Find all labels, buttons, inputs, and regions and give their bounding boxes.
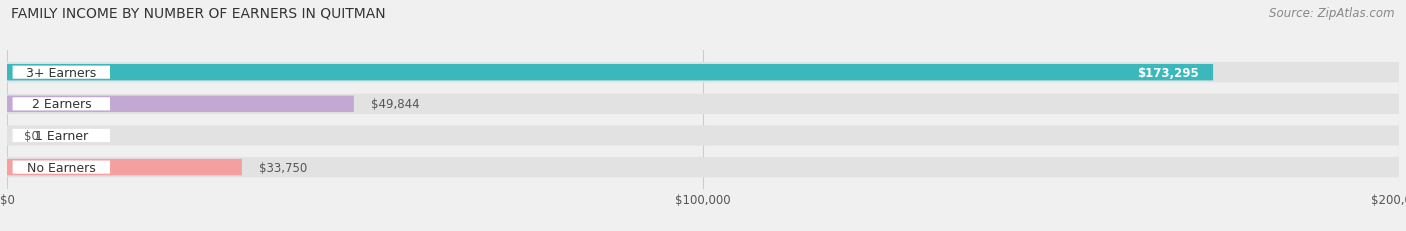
FancyBboxPatch shape: [13, 98, 110, 111]
FancyBboxPatch shape: [7, 159, 242, 176]
Text: FAMILY INCOME BY NUMBER OF EARNERS IN QUITMAN: FAMILY INCOME BY NUMBER OF EARNERS IN QU…: [11, 7, 385, 21]
Text: 2 Earners: 2 Earners: [31, 98, 91, 111]
Text: $0: $0: [24, 129, 39, 142]
Text: $173,295: $173,295: [1137, 66, 1199, 79]
FancyBboxPatch shape: [7, 94, 1399, 114]
FancyBboxPatch shape: [13, 161, 110, 174]
Text: 3+ Earners: 3+ Earners: [27, 66, 97, 79]
FancyBboxPatch shape: [7, 96, 354, 112]
FancyBboxPatch shape: [7, 157, 1399, 177]
Text: $49,844: $49,844: [371, 98, 420, 111]
FancyBboxPatch shape: [7, 65, 1213, 81]
FancyBboxPatch shape: [7, 63, 1399, 83]
FancyBboxPatch shape: [13, 129, 110, 143]
Text: No Earners: No Earners: [27, 161, 96, 174]
FancyBboxPatch shape: [7, 126, 1399, 146]
FancyBboxPatch shape: [13, 66, 110, 79]
Text: Source: ZipAtlas.com: Source: ZipAtlas.com: [1270, 7, 1395, 20]
Text: $33,750: $33,750: [259, 161, 308, 174]
Text: 1 Earner: 1 Earner: [35, 129, 89, 142]
